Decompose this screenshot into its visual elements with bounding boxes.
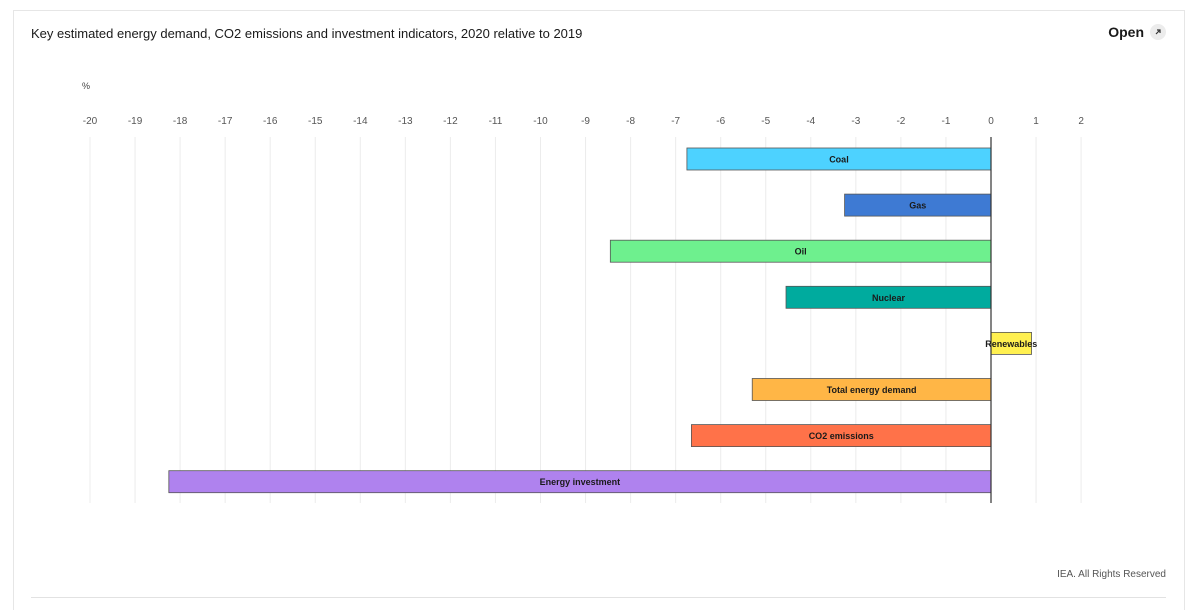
x-tick-label: -10 [533,116,548,127]
x-tick-label: -8 [626,116,635,127]
x-tick-label: -3 [851,116,860,127]
x-tick-label: -12 [443,116,458,127]
x-tick-label: -9 [581,116,590,127]
x-tick-label: -15 [308,116,323,127]
x-tick-label: -6 [716,116,725,127]
bar-chart: %-20 -19 -18 -17 -16 -15 -14 -13 -12 -11 -10 -9 -8 -7… [82,81,1084,503]
bar-label: Gas [909,201,926,211]
bar-label: CO2 emissions [809,431,874,441]
bar-label: Nuclear [872,293,906,303]
x-tick-label: -16 [263,116,278,127]
x-tick-label: -17 [218,116,233,127]
x-tick-label: 2 [1078,116,1084,127]
footer-divider [31,597,1166,598]
x-tick-label: -2 [896,116,905,127]
bar-label: Coal [829,155,849,165]
x-tick-label: -19 [128,116,143,127]
x-tick-label: 1 [1033,116,1039,127]
x-tick-label: -1 [941,116,950,127]
x-tick-label: 0 [988,116,994,127]
open-button[interactable]: Open [1108,24,1166,40]
x-tick-label: -18 [173,116,188,127]
bar-label: Oil [795,247,807,257]
chart-card [13,10,1185,610]
open-button-label: Open [1108,24,1144,40]
x-tick-label: -13 [398,116,413,127]
bar-label: Energy investment [540,477,621,487]
bar-label: Total energy demand [827,385,917,395]
external-link-icon [1150,24,1166,40]
bar-label: Renewables [985,339,1037,349]
chart-title: Key estimated energy demand, CO2 emissio… [31,26,583,41]
x-tick-label: -20 [83,116,98,127]
axis-unit-label: % [82,81,90,91]
x-tick-label: -11 [489,116,503,127]
x-tick-label: -14 [353,116,368,127]
x-tick-label: -5 [761,116,770,127]
x-tick-label: -4 [806,116,815,127]
x-tick-label: -7 [671,116,680,127]
copyright-credit: IEA. All Rights Reserved [1057,569,1166,580]
